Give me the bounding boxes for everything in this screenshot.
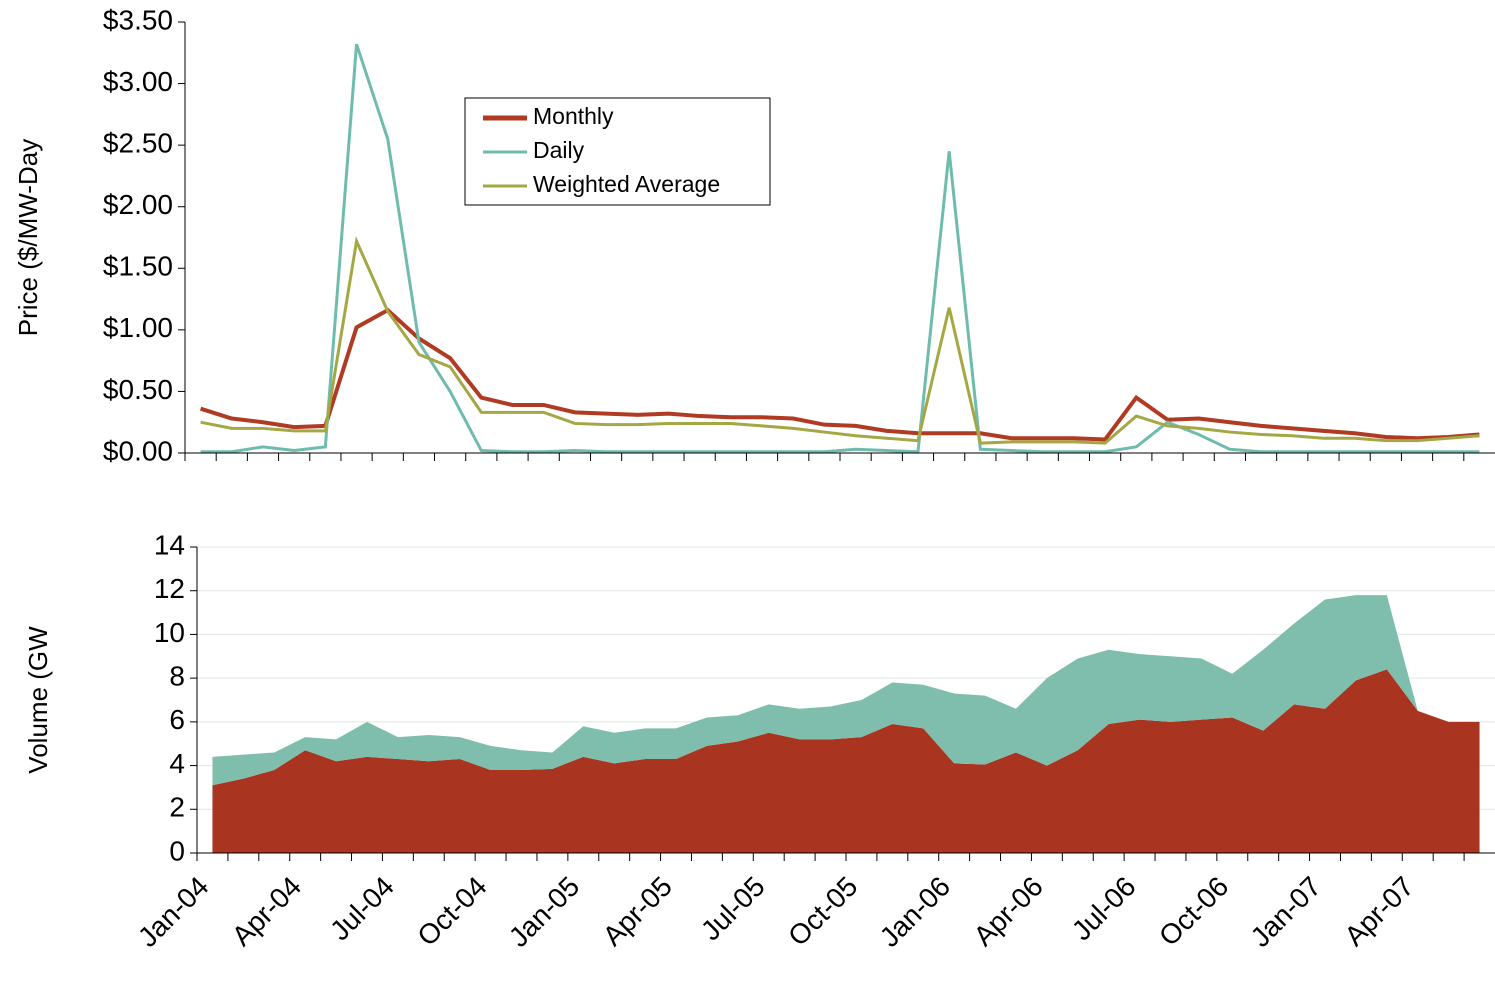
- legend-label: Daily: [533, 137, 585, 163]
- y-tick-label: $3.00: [103, 66, 173, 97]
- y-tick-label: 12: [154, 573, 185, 604]
- y-tick-label: $2.50: [103, 128, 173, 159]
- x-tick-label: Apr-07: [1338, 871, 1419, 952]
- y-tick-label: 14: [154, 529, 185, 560]
- y-tick-label: $0.50: [103, 374, 173, 405]
- y-tick-label: 4: [169, 748, 185, 779]
- legend-label: Monthly: [533, 103, 614, 129]
- x-tick-label: Oct-05: [782, 871, 863, 952]
- x-tick-label: Oct-04: [411, 871, 492, 952]
- line: [200, 236, 1480, 445]
- x-tick-label: Jan-04: [132, 871, 214, 953]
- y-tick-label: $3.50: [103, 4, 173, 35]
- x-tick-label: Oct-06: [1153, 871, 1234, 952]
- x-tick-label: Jan-06: [874, 871, 956, 953]
- y-tick-label: 0: [169, 835, 185, 866]
- legend-label: Weighted Average: [533, 171, 720, 197]
- x-tick-label: Jul-04: [324, 871, 400, 947]
- y-tick-label: 2: [169, 792, 185, 823]
- area: [212, 595, 1480, 786]
- y-tick-label: 6: [169, 704, 185, 735]
- y-tick-label: $1.50: [103, 251, 173, 282]
- x-tick-label: Apr-06: [968, 871, 1049, 952]
- x-tick-label: Jan-07: [1245, 871, 1327, 953]
- y-axis-title: Volume (GW: [23, 626, 53, 774]
- y-tick-label: $2.00: [103, 189, 173, 220]
- x-tick-label: Jul-05: [695, 871, 771, 947]
- area: [212, 669, 1480, 853]
- line: [199, 307, 1480, 442]
- line: [200, 43, 1480, 454]
- x-tick-label: Apr-05: [597, 871, 678, 952]
- x-tick-label: Jul-06: [1066, 871, 1142, 947]
- y-axis-title: Price ($/MW-Day: [13, 139, 43, 336]
- x-tick-label: Jan-05: [503, 871, 585, 953]
- y-tick-label: $0.00: [103, 435, 173, 466]
- y-tick-label: 10: [154, 617, 185, 648]
- y-tick-label: 8: [169, 661, 185, 692]
- y-tick-label: $1.00: [103, 312, 173, 343]
- x-tick-label: Apr-04: [226, 871, 307, 952]
